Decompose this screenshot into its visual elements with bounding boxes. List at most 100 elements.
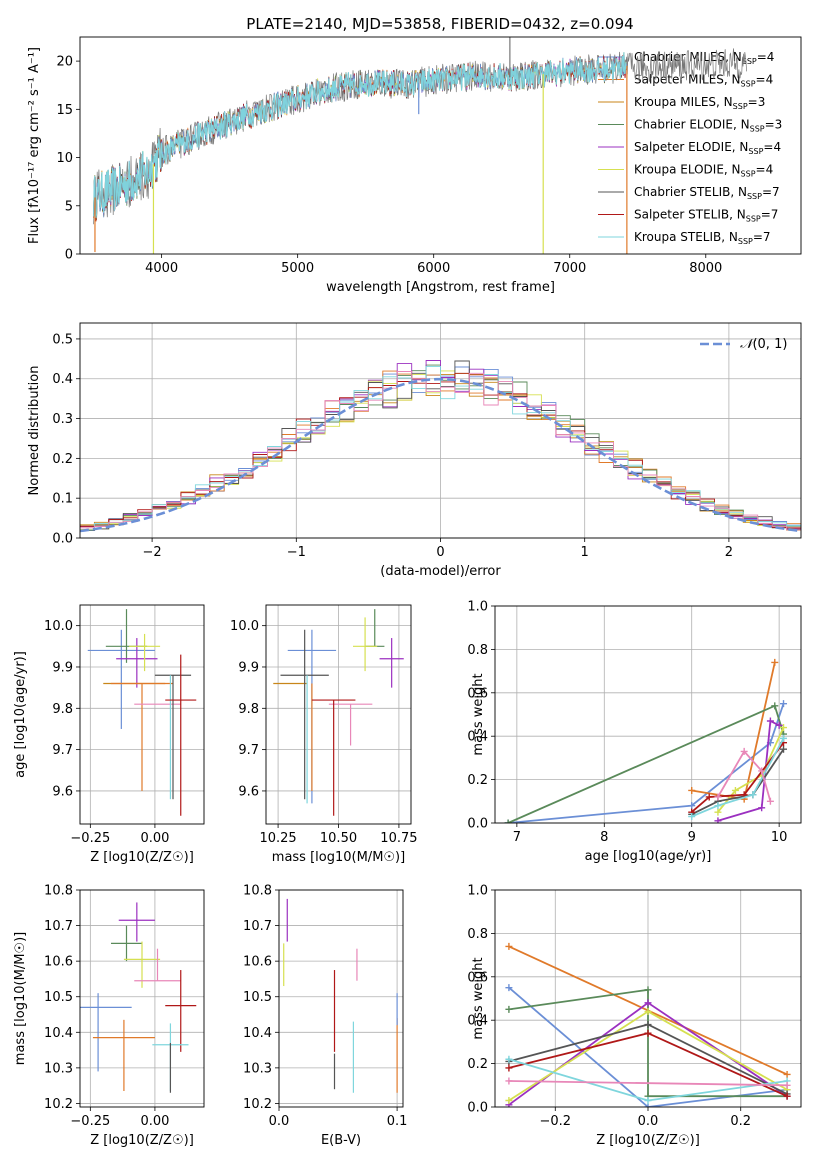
x-axis-label: Z [log10(Z/Z☉)] — [596, 1133, 700, 1148]
y-tick-label: 9.7 — [52, 743, 73, 758]
figure-title: PLATE=2140, MJD=53858, FIBERID=0432, z=0… — [246, 15, 633, 33]
y-tick-label: 10.7 — [243, 919, 272, 934]
weight-marker — [758, 767, 766, 775]
legend-label-sub: SSP — [750, 125, 765, 134]
legend-label-main: Kroupa STELIB, N — [634, 230, 738, 244]
y-tick-label: 15 — [56, 103, 73, 118]
errorbar-point — [379, 638, 404, 688]
weight-marker — [505, 984, 513, 992]
legend-label-main: Chabrier ELODIE, N — [634, 118, 750, 132]
x-axis-label: Z [log10(Z/Z☉)] — [90, 850, 194, 865]
legend-label: Kroupa STELIB, NSSP=7 — [634, 230, 771, 246]
y-axis-label: mass weight — [471, 957, 486, 1039]
legend-label: Salpeter STELIB, NSSP=7 — [634, 208, 778, 224]
x-tick-label: 2 — [725, 545, 733, 560]
legend-label-sub: SSP — [747, 192, 762, 201]
legend-label-sub: SSP — [746, 215, 761, 224]
y-tick-label: 10.5 — [243, 990, 272, 1005]
weight-marker — [775, 721, 783, 729]
x-tick-label: 10.75 — [380, 831, 417, 846]
y-tick-label: 0.1 — [52, 492, 73, 507]
x-tick-label: 0.2 — [730, 1114, 751, 1129]
y-tick-label: 0.4 — [52, 372, 73, 387]
points — [283, 898, 398, 1093]
legend-label: Chabrier STELIB, NSSP=7 — [634, 185, 780, 201]
y-tick-label: 0.2 — [467, 773, 488, 788]
y-tick-label: 10.2 — [243, 1097, 272, 1112]
y-tick-label: 1.0 — [467, 600, 488, 615]
x-tick-label: 8000 — [689, 261, 722, 276]
plot-frame — [494, 605, 802, 824]
plot-frame — [79, 322, 802, 539]
y-tick-label: 10.0 — [44, 619, 73, 634]
x-tick-label: 0.00 — [140, 831, 169, 846]
x-tick-label: 10.25 — [259, 831, 296, 846]
weight-marker — [688, 812, 696, 820]
series — [505, 942, 791, 1107]
weight-marker — [783, 1092, 791, 1100]
weight-series-line — [691, 742, 785, 813]
weight-marker — [731, 786, 739, 794]
weight-marker — [688, 786, 696, 794]
x-tick-label: 0 — [436, 545, 444, 560]
plot-frame — [79, 604, 205, 825]
errorbar-point — [328, 703, 373, 746]
x-axis-label: Z [log10(Z/Z☉)] — [90, 1133, 194, 1148]
y-tick-label: 0.0 — [467, 1101, 488, 1116]
weight-marker — [714, 793, 722, 801]
legend-label-tail: =7 — [753, 230, 771, 244]
weight-marker — [644, 1008, 652, 1016]
y-tick-label: 0.5 — [52, 332, 73, 347]
spectrum-lines — [93, 37, 747, 254]
panel-mass_vs_ebv: 0.0 0.1 10.2 10.3 10.4 10.5 10.6 10.7 10.8 E(B-V) — [243, 884, 407, 1149]
x-tick-label: 0.0 — [638, 1114, 659, 1129]
weight-marker — [505, 1064, 513, 1072]
legend-label-main: Chabrier MILES, N — [634, 50, 742, 64]
y-tick-label: 0 — [65, 248, 73, 263]
panel-residuals: −2 −1 0 1 2 0.0 0.1 0.2 0.3 0.4 0.5 (data-model)/er… — [27, 322, 802, 579]
weight-series-line — [717, 727, 785, 813]
y-tick-label: 10.6 — [243, 955, 272, 970]
points — [273, 609, 404, 816]
y-tick-label: 10 — [56, 151, 73, 166]
plot-frame — [79, 36, 802, 255]
errorbar-point — [105, 609, 148, 663]
legend-label: Kroupa ELODIE, NSSP=4 — [634, 163, 773, 179]
errorbar-point — [280, 629, 329, 800]
errorbar-point — [111, 925, 142, 962]
weight-marker — [771, 702, 779, 710]
x-tick-label: 5000 — [281, 261, 314, 276]
errorbar-point — [116, 638, 158, 688]
x-tick-label: 1 — [581, 545, 589, 560]
legend-label-sub: SSP — [742, 57, 757, 66]
plot-frame — [494, 889, 802, 1108]
weight-series-line — [691, 748, 785, 816]
y-tick-label: 10.8 — [243, 884, 272, 899]
histograms — [80, 360, 801, 533]
weight-marker — [705, 793, 713, 801]
x-axis-label: (data-model)/error — [380, 564, 501, 579]
weight-marker — [505, 1055, 513, 1063]
weight-marker — [504, 819, 512, 823]
plot-frame — [79, 889, 205, 1108]
y-tick-label: 9.8 — [238, 702, 259, 717]
x-tick-label: 8 — [600, 830, 608, 845]
panel-age_vs_mass: 10.25 10.50 10.75 9.6 9.7 9.8 9.9 10.0 mass [log… — [230, 604, 418, 865]
legend-label-sub: SSP — [741, 170, 756, 179]
y-tick-label: 10.0 — [230, 619, 259, 634]
weight-marker — [688, 802, 696, 810]
weight-marker — [771, 658, 779, 666]
legend-label-sub: SSP — [738, 237, 753, 246]
y-tick-label: 20 — [56, 55, 73, 70]
x-tick-label: 10 — [771, 830, 788, 845]
y-tick-label: 0.4 — [467, 730, 488, 745]
y-tick-label: 10.3 — [44, 1061, 73, 1076]
panel-weight_vs_age: 7 8 9 10 0.0 0.2 0.4 0.6 0.8 1.0 age [log10(age/yr… — [467, 600, 802, 864]
y-tick-label: 10.2 — [44, 1097, 73, 1112]
y-tick-label: 0.2 — [467, 1057, 488, 1072]
errorbar-point — [165, 654, 197, 816]
legend-label-main: Salpeter ELODIE, N — [634, 140, 748, 154]
series — [504, 658, 788, 823]
weight-series-line — [508, 1080, 788, 1087]
weight-marker — [505, 1077, 513, 1085]
